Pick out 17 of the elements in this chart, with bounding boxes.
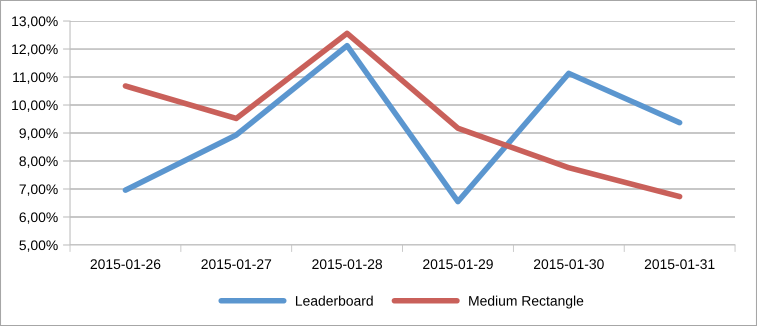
legend-label: Leaderboard [296,296,373,306]
x-tick-label: 2015-01-28 [312,259,382,270]
y-tick-label: 7,00% [20,184,58,196]
y-tick-label: 5,00% [19,240,58,252]
legend-label: Medium Rectangle [469,296,584,309]
x-tick-label: 2015-01-31 [644,259,714,270]
x-tick-label: 2015-01-29 [423,259,493,270]
x-tick-label: 2015-01-26 [90,259,160,270]
x-tick-label: 2015-01-30 [534,259,604,270]
y-tick-label: 10,00% [12,100,58,112]
x-tick-label: 2015-01-27 [201,259,272,270]
y-tick-label: 11,00% [13,72,58,84]
y-tick-label: 8,00% [19,156,58,168]
y-tick-label: 9,00% [19,128,58,140]
y-tick-label: 13,00% [12,16,58,28]
y-tick-label: 6,00% [20,212,58,224]
y-tick-label: 12,00% [12,44,58,56]
